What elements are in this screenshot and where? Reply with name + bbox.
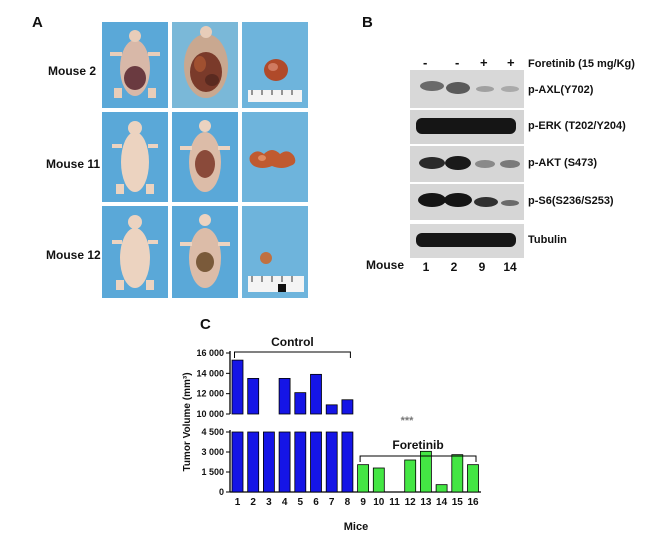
y-tick-label: 0 xyxy=(219,487,224,497)
lane-number-2: 2 xyxy=(450,260,458,274)
western-blot-strip xyxy=(410,70,524,108)
x-tick-label: 14 xyxy=(436,497,448,508)
tumor-photo xyxy=(242,112,308,202)
x-tick-label: 13 xyxy=(420,497,432,508)
western-blot-strip xyxy=(410,224,524,258)
bar-lower-segment xyxy=(310,431,322,493)
bar-lower-segment xyxy=(278,431,291,493)
mouse-photo xyxy=(102,206,168,298)
x-tick-label: 16 xyxy=(467,497,479,508)
x-tick-label: 6 xyxy=(313,497,319,508)
bar-upper-segment xyxy=(294,392,307,415)
bar-upper-segment xyxy=(341,399,354,415)
lane-number-4: 14 xyxy=(503,260,517,274)
bar-upper-segment xyxy=(247,378,260,415)
bar-upper-segment xyxy=(278,378,291,415)
mouse-label-row-1: Mouse 2 xyxy=(48,64,97,78)
bar-upper-segment xyxy=(231,359,244,415)
lane-number-3: 9 xyxy=(478,260,486,274)
treatment-sign-lane-1: - xyxy=(423,55,428,70)
bar xyxy=(404,459,417,493)
group-bracket xyxy=(359,455,477,462)
band-label-perk: p-ERK (T202/Y204) xyxy=(528,120,626,132)
mouse-photo xyxy=(102,112,168,202)
x-tick-label: 11 xyxy=(389,497,400,508)
bar xyxy=(451,454,464,493)
group-label: Foretinib xyxy=(392,438,443,452)
bar-lower-segment xyxy=(247,431,260,493)
mouse-label-row-3: Mouse 12 xyxy=(46,248,101,262)
panel-b-label: B xyxy=(362,14,373,31)
y-tick-label: 4 500 xyxy=(201,427,224,437)
band-label-paxl: p-AXL(Y702) xyxy=(528,84,594,96)
y-tick-label: 10 000 xyxy=(196,409,224,419)
x-axis-title: Mice xyxy=(344,521,368,533)
x-tick-label: 8 xyxy=(345,497,351,508)
bar-lower-segment xyxy=(341,431,354,493)
x-tick-label: 9 xyxy=(360,497,366,508)
y-tick-label: 3 000 xyxy=(201,447,224,457)
bar xyxy=(372,467,385,493)
lane-number-1: 1 xyxy=(422,260,430,274)
group-bracket xyxy=(234,351,351,358)
bar-upper-segment xyxy=(325,404,338,415)
mouse-dissected-photo xyxy=(172,22,238,108)
x-tick-label: 15 xyxy=(452,497,464,508)
tumor-photo xyxy=(242,22,308,108)
significance-label: *** xyxy=(401,415,415,427)
panel-c-label: C xyxy=(200,316,211,333)
mouse-dissected-photo xyxy=(172,206,238,298)
treatment-sign-lane-3: + xyxy=(480,55,488,70)
x-tick-label: 4 xyxy=(282,497,288,508)
bar-lower-segment xyxy=(231,431,244,493)
y-tick-label: 1 500 xyxy=(201,467,224,477)
bar xyxy=(419,450,432,493)
y-axis-title: Tumor Volume (mm³) xyxy=(182,372,193,471)
bar xyxy=(357,464,370,493)
x-tick-label: 7 xyxy=(329,497,335,508)
y-tick-label: 12 000 xyxy=(196,389,224,399)
bar-lower-segment xyxy=(325,431,338,493)
bar-upper-segment xyxy=(310,373,322,415)
group-label: Control xyxy=(271,335,314,349)
mouse-label-row-2: Mouse 11 xyxy=(46,157,101,171)
treatment-sign-lane-2: - xyxy=(455,55,460,70)
x-tick-label: 12 xyxy=(405,497,417,508)
tumor-photo xyxy=(242,206,308,298)
treatment-sign-lane-4: + xyxy=(507,55,515,70)
bar-lower-segment xyxy=(294,431,307,493)
bar xyxy=(467,464,479,493)
mouse-photo xyxy=(102,22,168,108)
x-tick-label: 1 xyxy=(235,497,241,508)
x-tick-label: 10 xyxy=(373,497,385,508)
treatment-label: Foretinib (15 mg/Kg) xyxy=(528,58,635,70)
western-blot-strip xyxy=(410,146,524,182)
band-label-pakt: p-AKT (S473) xyxy=(528,157,598,169)
panel-a-label: A xyxy=(32,14,43,31)
x-tick-label: 3 xyxy=(266,497,272,508)
mouse-dissected-photo xyxy=(172,112,238,202)
western-blot-strip xyxy=(410,184,524,220)
band-label-tubulin: Tubulin xyxy=(528,234,567,246)
y-tick-label: 14 000 xyxy=(196,368,224,378)
x-tick-label: 5 xyxy=(298,497,304,508)
x-tick-label: 2 xyxy=(250,497,256,508)
y-tick-label: 16 000 xyxy=(196,348,224,358)
bar xyxy=(435,484,448,493)
lane-row-label: Mouse xyxy=(366,258,405,272)
band-label-ps6: p-S6(S236/S253) xyxy=(528,195,614,207)
western-blot-strip xyxy=(410,110,524,144)
bar-lower-segment xyxy=(262,431,275,493)
